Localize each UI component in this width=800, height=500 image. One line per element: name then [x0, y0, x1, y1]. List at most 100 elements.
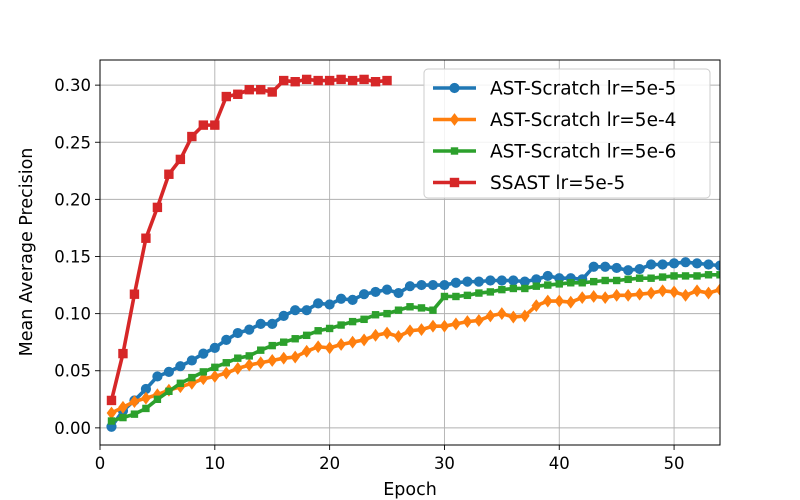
data-point	[163, 366, 174, 377]
series-ssast-lr-5e-5	[106, 74, 392, 406]
series-layer	[106, 74, 720, 432]
data-point	[498, 285, 506, 294]
data-point	[165, 387, 173, 396]
data-point	[521, 284, 529, 293]
legend-marker	[450, 147, 459, 155]
data-point	[542, 294, 553, 308]
data-point	[290, 305, 301, 316]
data-point	[427, 279, 439, 291]
data-point	[176, 379, 185, 388]
data-point	[301, 305, 312, 316]
data-point	[439, 279, 450, 291]
data-point	[381, 284, 393, 295]
data-point	[577, 291, 588, 305]
data-point	[497, 307, 507, 321]
legend-label: AST-Scratch lr=5e-4	[490, 110, 676, 131]
data-point	[681, 272, 690, 280]
data-point	[370, 77, 381, 87]
data-point	[175, 154, 186, 165]
data-point	[404, 281, 416, 292]
data-point	[578, 279, 586, 287]
data-point	[611, 262, 622, 274]
legend-entry-ssast-lr-5e-5: SSAST lr=5e-5	[433, 173, 625, 194]
data-point	[704, 271, 713, 279]
data-point	[473, 276, 484, 287]
data-point	[244, 85, 254, 95]
data-point	[301, 74, 312, 85]
data-point	[210, 120, 220, 130]
data-point	[486, 288, 495, 296]
data-point	[347, 75, 358, 86]
data-point	[106, 406, 117, 420]
data-point	[130, 410, 139, 418]
data-point	[209, 342, 220, 353]
data-point	[680, 288, 691, 302]
data-point	[371, 311, 380, 319]
data-point	[175, 361, 186, 372]
data-point	[221, 366, 232, 380]
data-point	[268, 341, 276, 350]
data-point	[232, 327, 243, 339]
data-point	[106, 395, 117, 406]
data-point	[658, 273, 667, 281]
data-point	[278, 310, 289, 322]
data-point	[393, 330, 404, 343]
data-point	[394, 306, 403, 314]
y-tick-label: 0.15	[54, 247, 91, 266]
data-point	[715, 283, 720, 297]
data-point	[691, 258, 703, 269]
series-ast-scratch-lr-5e-6	[107, 271, 720, 425]
data-point	[118, 348, 128, 359]
data-point	[324, 75, 335, 86]
data-point	[669, 285, 679, 299]
data-point	[141, 233, 151, 243]
data-point	[646, 259, 657, 270]
data-point	[647, 274, 655, 282]
data-point	[255, 318, 266, 330]
data-point	[554, 294, 565, 308]
axes-frame	[99, 59, 721, 446]
data-point	[370, 286, 381, 298]
data-point	[508, 275, 519, 286]
data-point	[290, 77, 300, 87]
data-point	[600, 261, 611, 272]
data-point	[417, 304, 426, 312]
data-point	[198, 348, 209, 359]
data-point	[634, 287, 645, 301]
data-point	[382, 75, 392, 86]
data-point	[152, 371, 163, 382]
data-point	[590, 277, 598, 286]
data-point	[670, 272, 678, 280]
data-point	[714, 260, 720, 271]
series-ast-scratch-lr-5e-5	[106, 257, 720, 432]
data-point	[555, 280, 563, 288]
series-ast-scratch-lr-5e-4	[106, 283, 720, 420]
data-point	[142, 404, 150, 413]
legend-entry-ast-scratch-lr-5e-5: AST-Scratch lr=5e-5	[433, 79, 676, 100]
data-point	[635, 274, 644, 282]
data-point	[257, 346, 265, 354]
data-point	[347, 335, 358, 349]
data-point	[313, 298, 324, 309]
y-tick-label: 0.00	[54, 419, 91, 438]
data-point	[542, 270, 553, 282]
legend-marker	[449, 113, 460, 126]
data-point	[588, 290, 599, 303]
data-point	[567, 279, 575, 287]
data-point	[509, 284, 518, 293]
legend-label: AST-Scratch lr=5e-6	[490, 142, 676, 163]
data-point	[462, 276, 473, 287]
data-point	[496, 275, 507, 286]
data-point	[336, 293, 347, 304]
data-point	[337, 321, 345, 329]
data-point	[429, 306, 437, 314]
data-point	[463, 291, 472, 300]
data-point	[199, 368, 208, 376]
data-point	[657, 284, 668, 298]
data-point	[244, 324, 255, 335]
legend-marker	[449, 82, 460, 94]
y-tick-label: 0.10	[54, 305, 91, 324]
x-tick-label: 40	[549, 454, 570, 473]
